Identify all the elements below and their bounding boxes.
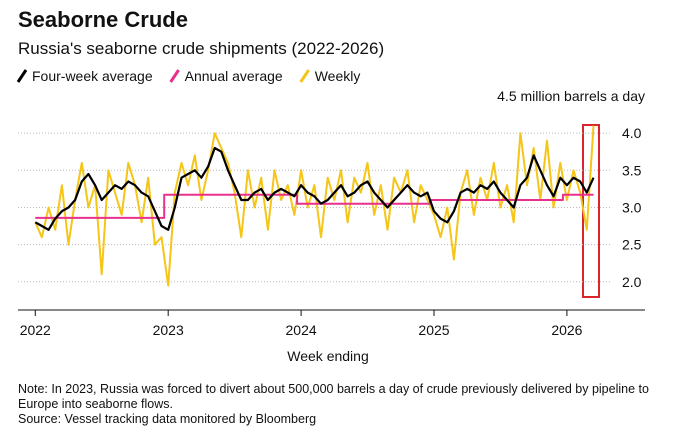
x-tick-label: 2024: [286, 322, 317, 338]
x-tick-label: 2023: [153, 322, 184, 338]
y-tick-label: 3.5: [622, 162, 642, 178]
legend-swatch: [299, 69, 310, 83]
chart-subtitle: Russia's seaborne crude shipments (2022-…: [18, 39, 384, 58]
source: Source: Vessel tracking data monitored b…: [18, 412, 317, 426]
x-tick-label: 2025: [418, 322, 449, 338]
legend-label: Weekly: [315, 68, 361, 84]
legend: Four-week average Annual average Weekly: [16, 68, 361, 84]
legend-swatch: [169, 69, 180, 83]
chart: Seaborne Crude Russia's seaborne crude s…: [16, 7, 645, 364]
y-tick-label: 4.5 million barrels a day: [497, 88, 645, 104]
y-tick-label: 3.0: [622, 199, 642, 215]
legend-label: Four-week average: [32, 68, 153, 84]
series-line: [34, 146, 595, 231]
x-axis-label: Week ending: [287, 348, 368, 364]
note: Note: In 2023, Russia was forced to dive…: [18, 382, 649, 411]
x-tick-label: 2022: [20, 322, 51, 338]
series-line: [35, 193, 594, 219]
legend-label: Annual average: [185, 68, 283, 84]
legend-swatch: [16, 69, 28, 83]
series-line: [34, 125, 595, 287]
y-tick-label: 2.0: [622, 274, 642, 290]
x-tick-label: 2026: [551, 322, 582, 338]
chart-title: Seaborne Crude: [18, 7, 188, 32]
y-tick-label: 4.0: [622, 125, 642, 141]
y-tick-label: 2.5: [622, 237, 642, 253]
notes: Note: In 2023, Russia was forced to dive…: [18, 382, 658, 427]
